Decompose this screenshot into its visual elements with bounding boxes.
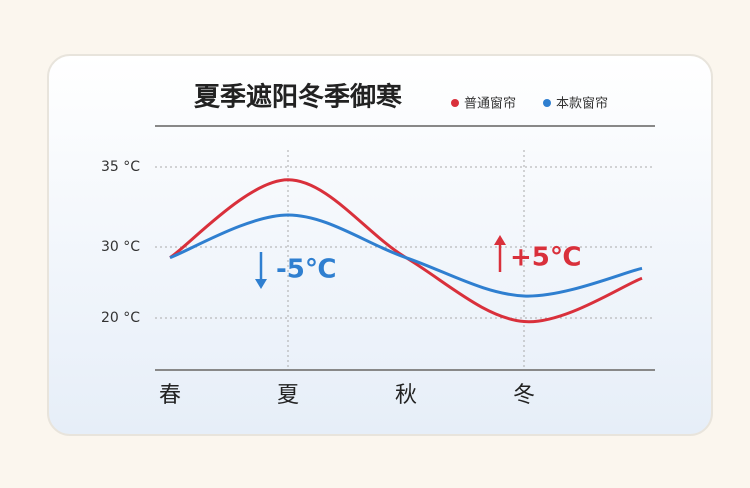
legend-dot [451, 99, 459, 107]
x-tick-label: 冬 [513, 383, 535, 408]
arrow-head [255, 279, 267, 289]
legend-label: 本款窗帘 [556, 96, 608, 112]
arrow-head [494, 235, 506, 245]
y-tick-label: 20 °C [101, 310, 140, 326]
annotation: +5℃ [510, 243, 581, 273]
y-tick-label: 35 °C [101, 159, 140, 175]
series-line [169, 213, 643, 298]
x-tick-label: 春 [159, 383, 181, 408]
legend-label: 普通窗帘 [464, 96, 516, 112]
annotation: -5℃ [276, 255, 336, 285]
chart-title: 夏季遮阳冬季御寒 [194, 82, 402, 113]
card [47, 54, 713, 436]
x-tick-label: 夏 [277, 383, 299, 408]
x-tick-label: 秋 [395, 383, 417, 408]
legend-dot [543, 99, 551, 107]
y-tick-label: 30 °C [101, 239, 140, 255]
